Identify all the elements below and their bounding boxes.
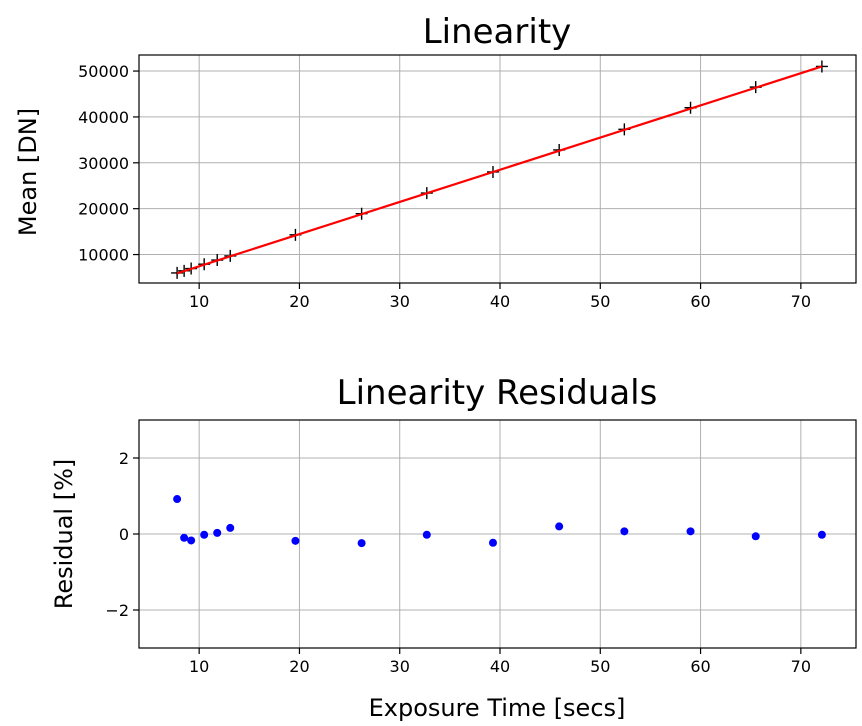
- linearity-marks: [171, 60, 828, 279]
- y-tick-label: 50000: [78, 62, 129, 81]
- x-tick-label: 20: [289, 657, 309, 676]
- residual-point: [751, 532, 760, 541]
- residuals-title: Linearity Residuals: [337, 373, 658, 413]
- residuals-grid: [139, 420, 856, 648]
- x-tick-label: 10: [189, 292, 209, 311]
- x-tick-label: 60: [690, 657, 710, 676]
- x-tick-label: 70: [791, 657, 811, 676]
- linearity-axes-frame: [138, 54, 857, 284]
- residuals-axes-frame: [138, 419, 857, 649]
- linearity-ticks: 10 20 30 40 50 60 70 10000 20000 30000 40000 50000: [78, 62, 811, 311]
- y-tick-label: −2: [105, 601, 129, 620]
- x-tick-label: 20: [289, 292, 309, 311]
- y-tick-label: 20000: [78, 200, 129, 219]
- x-tick-label: 10: [189, 657, 209, 676]
- residual-point: [213, 528, 222, 537]
- x-tick-label: 40: [490, 292, 510, 311]
- y-tick-label: 2: [119, 449, 129, 468]
- x-tick-label: 70: [791, 292, 811, 311]
- x-tick-label: 40: [490, 657, 510, 676]
- linearity-grid: [139, 55, 856, 283]
- y-tick-label: 30000: [78, 154, 129, 173]
- residual-point: [226, 523, 235, 532]
- residual-point: [817, 530, 826, 539]
- residuals-ticks: 10 20 30 40 50 60 70 −2 0 2: [105, 449, 811, 676]
- residual-point: [291, 536, 300, 545]
- residual-point: [187, 536, 196, 545]
- residual-point: [422, 530, 431, 539]
- linearity-ylabel: Mean [DN]: [14, 108, 42, 236]
- x-tick-label: 50: [590, 292, 610, 311]
- residual-point: [488, 538, 497, 547]
- residual-point: [357, 539, 366, 548]
- linearity-title: Linearity: [423, 12, 572, 52]
- x-tick-label: 50: [590, 657, 610, 676]
- residual-point: [180, 533, 189, 542]
- residuals-xlabel: Exposure Time [secs]: [369, 694, 626, 722]
- linearity-panel: Linearity Mean [DN] 10 20 30 40 50 60 70 10000 2…: [14, 12, 857, 311]
- residual-point: [200, 530, 209, 539]
- x-tick-label: 30: [390, 292, 410, 311]
- residual-point: [173, 495, 182, 504]
- x-tick-label: 30: [390, 657, 410, 676]
- data-point-plus: [815, 60, 828, 73]
- linear-fit-line: [176, 65, 823, 275]
- x-tick-label: 60: [690, 292, 710, 311]
- residual-point: [686, 527, 695, 536]
- residuals-panel: Linearity Residuals Residual [%] Exposur…: [50, 373, 857, 722]
- y-tick-label: 10000: [78, 246, 129, 265]
- residuals-ylabel: Residual [%]: [50, 459, 78, 610]
- y-tick-label: 40000: [78, 108, 129, 127]
- residual-point: [620, 527, 629, 536]
- residual-point: [555, 522, 564, 531]
- y-tick-label: 0: [119, 525, 129, 544]
- residuals-marks: [173, 495, 826, 548]
